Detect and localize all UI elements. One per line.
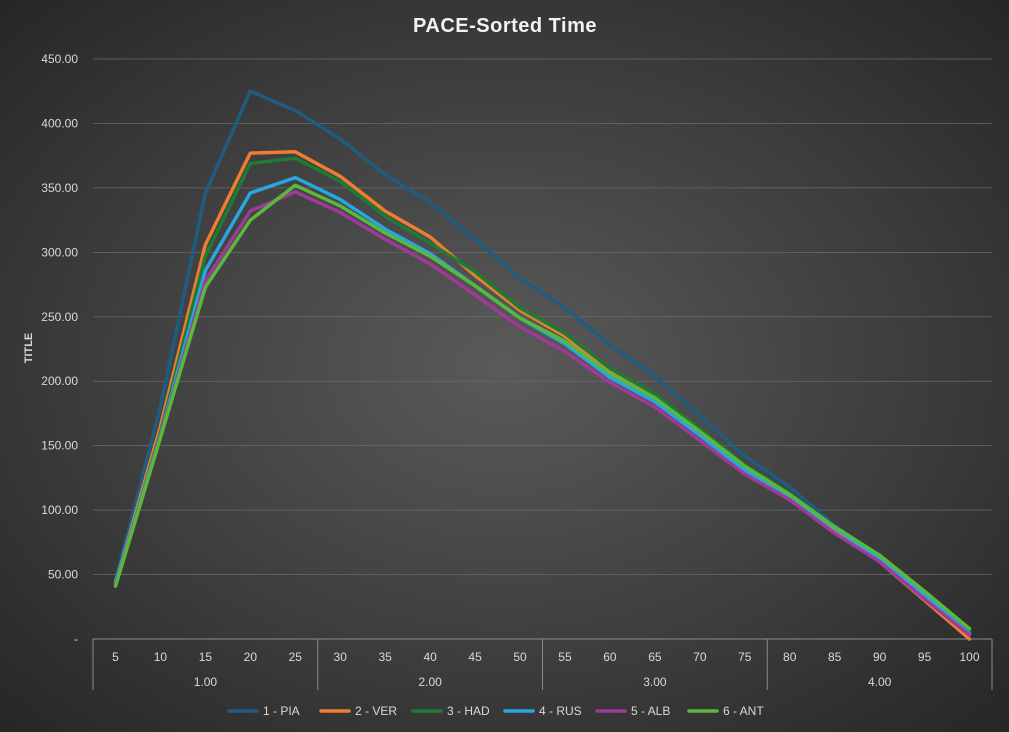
x-tick-label: 85 <box>828 650 842 664</box>
x-group-label: 2.00 <box>418 675 442 689</box>
x-tick-label: 65 <box>648 650 662 664</box>
x-tick-label: 20 <box>244 650 258 664</box>
x-tick-label: 40 <box>423 650 437 664</box>
series-line <box>113 175 972 636</box>
legend-label: 3 - HAD <box>447 704 490 718</box>
x-tick-label: 35 <box>378 650 392 664</box>
series-line <box>113 183 972 631</box>
y-axis-ticks: - 50.00 100.00 150.00 200.00 250.00 300.00 350.… <box>41 52 78 646</box>
y-tick-label: - <box>74 632 78 646</box>
x-group-label: 3.00 <box>643 675 667 689</box>
y-tick-label: 200.00 <box>41 374 78 388</box>
legend-label: 6 - ANT <box>723 704 764 718</box>
y-tick-label: 400.00 <box>41 116 78 130</box>
gridlines <box>93 58 992 575</box>
series-line <box>113 150 972 641</box>
x-group-label: 4.00 <box>868 675 892 689</box>
y-tick-label: 350.00 <box>41 181 78 195</box>
y-tick-label: 300.00 <box>41 245 78 259</box>
x-axis: 5 10 15 20 25 30 35 40 45 50 55 60 65 70 75 80 85 90 95 100… <box>92 638 993 690</box>
series-line <box>113 190 972 637</box>
x-tick-label: 55 <box>558 650 572 664</box>
series-lines <box>113 89 972 641</box>
y-axis-label: TITLE <box>23 333 35 364</box>
y-tick-label: 150.00 <box>41 439 78 453</box>
x-tick-label: 30 <box>334 650 348 664</box>
series-line <box>113 89 972 635</box>
x-tick-label: 70 <box>693 650 707 664</box>
legend-label: 1 - PIA <box>263 704 300 718</box>
x-tick-label: 15 <box>199 650 213 664</box>
x-group-label: 1.00 <box>194 675 218 689</box>
x-tick-label: 25 <box>289 650 303 664</box>
y-tick-label: 100.00 <box>41 503 78 517</box>
legend-label: 4 - RUS <box>539 704 582 718</box>
legend-label: 2 - VER <box>355 704 397 718</box>
x-tick-label: 75 <box>738 650 752 664</box>
x-tick-label: 80 <box>783 650 797 664</box>
x-tick-label: 5 <box>112 650 119 664</box>
chart-title: PACE-Sorted Time <box>413 15 597 37</box>
legend-label: 5 - ALB <box>631 704 670 718</box>
x-tick-label: 90 <box>873 650 887 664</box>
x-tick-label: 95 <box>918 650 932 664</box>
x-tick-label: 60 <box>603 650 617 664</box>
x-tick-label: 10 <box>154 650 168 664</box>
x-tick-label: 50 <box>513 650 527 664</box>
y-tick-label: 250.00 <box>41 310 78 324</box>
x-tick-label: 100 <box>960 650 980 664</box>
x-tick-label: 45 <box>468 650 482 664</box>
y-tick-label: 450.00 <box>41 52 78 66</box>
y-tick-label: 50.00 <box>48 568 78 582</box>
legend: 1 - PIA 2 - VER 3 - HAD 4 - RUS 5 - ALB 6 - A… <box>227 704 764 718</box>
